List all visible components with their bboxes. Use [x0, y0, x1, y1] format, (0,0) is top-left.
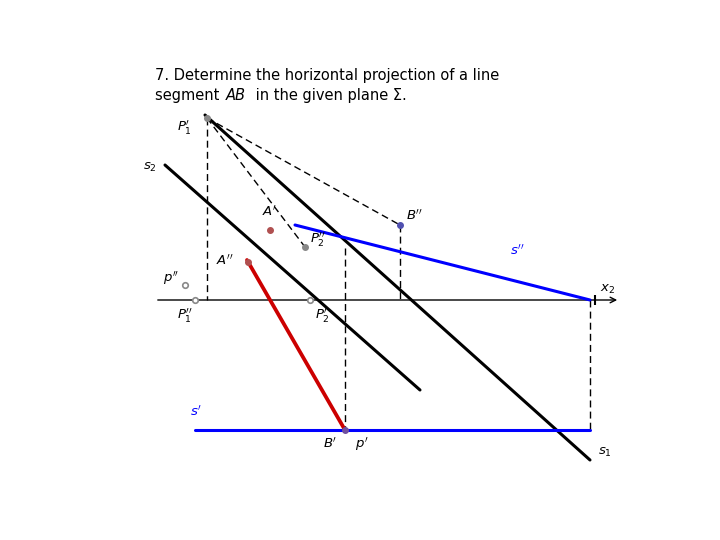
Text: in the given plane Σ.: in the given plane Σ. [251, 88, 407, 103]
Text: $s''$: $s''$ [510, 244, 524, 258]
Text: $s'$: $s'$ [190, 404, 202, 419]
Text: $P_1'$: $P_1'$ [177, 118, 192, 136]
Text: $P_1''$: $P_1''$ [177, 306, 193, 323]
Text: $P_2''$: $P_2''$ [310, 230, 326, 247]
Text: $B''$: $B''$ [406, 208, 423, 223]
Text: AB: AB [226, 88, 246, 103]
Text: $P_2'$: $P_2'$ [315, 306, 330, 323]
Text: $x_2$: $x_2$ [600, 283, 615, 296]
Text: $p'$: $p'$ [355, 435, 369, 453]
Text: $s_1$: $s_1$ [598, 446, 612, 459]
Text: segment: segment [155, 88, 224, 103]
Text: $B'$: $B'$ [323, 436, 338, 451]
Text: 7. Determine the horizontal projection of a line: 7. Determine the horizontal projection o… [155, 68, 499, 83]
Text: $p''$: $p''$ [163, 269, 179, 287]
Text: $A'$: $A'$ [262, 205, 277, 219]
Text: $s_2$: $s_2$ [143, 161, 157, 174]
Text: $A''$: $A''$ [216, 253, 233, 268]
